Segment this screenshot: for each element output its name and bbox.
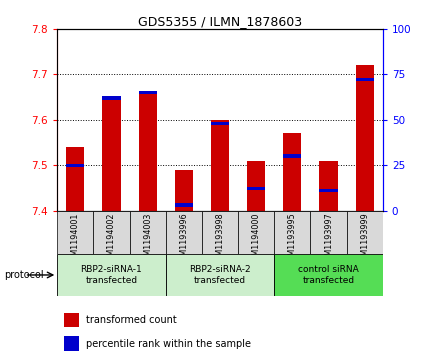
Bar <box>175 204 193 207</box>
Bar <box>347 211 383 254</box>
Bar <box>93 211 129 254</box>
Text: GSM1193995: GSM1193995 <box>288 213 297 266</box>
Text: RBP2-siRNA-2
transfected: RBP2-siRNA-2 transfected <box>189 265 251 285</box>
Bar <box>356 78 374 82</box>
Bar <box>57 211 93 254</box>
Bar <box>274 254 383 296</box>
Bar <box>247 161 265 211</box>
Text: GSM1194001: GSM1194001 <box>71 213 80 266</box>
Bar <box>66 163 84 167</box>
Text: GSM1193998: GSM1193998 <box>216 213 224 266</box>
Bar <box>319 189 337 192</box>
Bar <box>311 211 347 254</box>
Bar <box>175 170 193 211</box>
Bar <box>211 120 229 211</box>
Bar <box>274 211 311 254</box>
Bar <box>202 211 238 254</box>
Bar <box>139 93 157 211</box>
Text: GSM1193997: GSM1193997 <box>324 213 333 266</box>
Bar <box>356 65 374 211</box>
Bar <box>64 336 79 351</box>
Bar <box>238 211 274 254</box>
Text: GSM1194002: GSM1194002 <box>107 213 116 266</box>
Bar <box>166 254 274 296</box>
Bar <box>166 211 202 254</box>
Text: transformed count: transformed count <box>86 315 176 326</box>
Bar <box>66 147 84 211</box>
Bar <box>283 155 301 158</box>
Title: GDS5355 / ILMN_1878603: GDS5355 / ILMN_1878603 <box>138 15 302 28</box>
Bar <box>139 91 157 94</box>
Text: protocol: protocol <box>4 270 44 280</box>
Text: control siRNA
transfected: control siRNA transfected <box>298 265 359 285</box>
Bar <box>283 133 301 211</box>
Bar <box>64 313 79 327</box>
Bar <box>103 97 121 100</box>
Bar <box>211 122 229 125</box>
Text: GSM1193999: GSM1193999 <box>360 213 369 266</box>
Text: GSM1194003: GSM1194003 <box>143 213 152 266</box>
Text: GSM1193996: GSM1193996 <box>180 213 188 266</box>
Bar <box>319 161 337 211</box>
Bar <box>57 254 166 296</box>
Text: GSM1194000: GSM1194000 <box>252 213 260 266</box>
Text: RBP2-siRNA-1
transfected: RBP2-siRNA-1 transfected <box>81 265 143 285</box>
Bar <box>247 187 265 191</box>
Text: percentile rank within the sample: percentile rank within the sample <box>86 339 251 349</box>
Bar <box>129 211 166 254</box>
Bar <box>103 97 121 211</box>
